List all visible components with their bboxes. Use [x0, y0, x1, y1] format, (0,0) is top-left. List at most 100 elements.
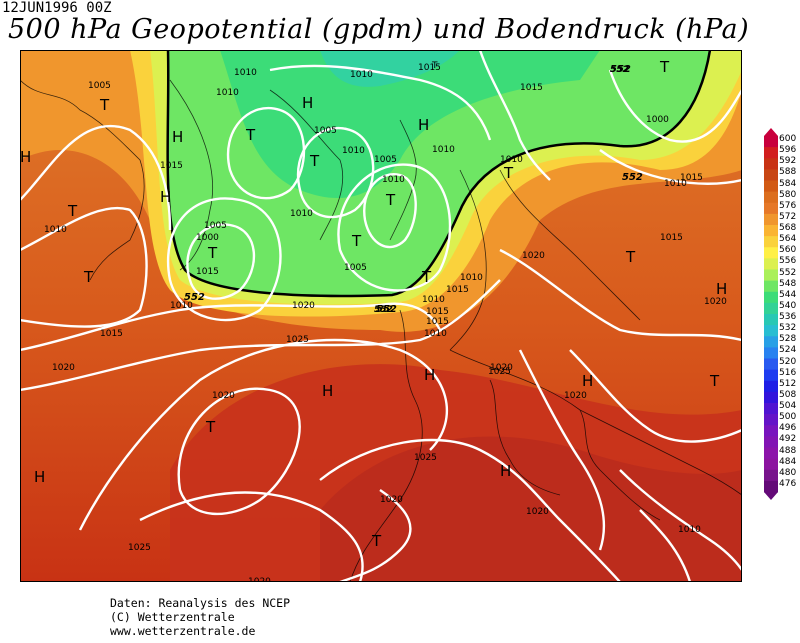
scale-label: 524: [779, 345, 797, 356]
color-scale-labels: 600 596 592 588 584 580 576 572 568 564 560 556 552 5…: [779, 128, 800, 500]
isobar-label: 1025: [286, 335, 309, 345]
scale-swatch: [764, 425, 778, 437]
pressure-center-low: T: [99, 96, 110, 114]
scale-label: 480: [779, 467, 797, 478]
scale-swatch: [764, 380, 778, 393]
scale-label: 520: [779, 356, 797, 367]
isobar-label: 1000: [646, 115, 669, 125]
scale-swatch: [764, 414, 778, 426]
isobar-label: 1015: [100, 329, 123, 339]
scale-label: 600: [779, 134, 797, 144]
scale-label: 484: [779, 456, 797, 467]
scale-label: 560: [779, 245, 797, 256]
isobar-label: 1015: [418, 63, 441, 73]
scale-label: 508: [779, 389, 797, 400]
scale-swatch: [764, 336, 778, 348]
isobar-label: 1000: [196, 233, 219, 243]
scale-label: 476: [779, 478, 797, 489]
scale-label: 564: [779, 234, 797, 245]
scale-label: 504: [779, 401, 797, 411]
isobar-label: 1020: [248, 577, 271, 582]
isobar-label: 1025: [488, 367, 511, 377]
isobar-label: 1020: [52, 363, 75, 373]
contour-label: 552: [374, 305, 393, 315]
field-544: [220, 50, 600, 199]
map-title: 500 hPa Geopotential (gpdm) und Bodendru…: [8, 14, 750, 45]
pressure-center-high: H: [34, 468, 45, 486]
isobar-label: 1010: [460, 273, 483, 283]
scale-label: 516: [779, 367, 797, 378]
pressure-center-low: T: [83, 268, 94, 286]
isobar-label: 1020: [212, 391, 235, 401]
pressure-center-high: H: [418, 116, 429, 134]
scale-label: 500: [779, 412, 797, 423]
scale-label: 540: [779, 300, 797, 311]
scale-label: 556: [779, 256, 797, 267]
scale-label: 572: [779, 211, 797, 222]
weather-map: T H T T T H T T T T H T T H H T H T H H …: [20, 50, 742, 582]
isobar-label: 1010: [500, 155, 523, 165]
isobar-label: 1010: [170, 301, 193, 311]
isobar-label: 1020: [522, 251, 545, 261]
contour-label: 552: [610, 65, 629, 75]
scale-swatch: [764, 325, 778, 337]
scale-label: 488: [779, 445, 797, 456]
scale-swatch: [764, 136, 778, 148]
pressure-center-low: T: [371, 532, 382, 550]
pressure-center-low: T: [709, 372, 720, 390]
scale-swatch: [764, 469, 778, 482]
contour-label: 552: [376, 304, 397, 315]
isobar-label: 1015: [680, 173, 703, 183]
scale-label: 544: [779, 289, 797, 300]
pressure-center-high: H: [172, 128, 183, 146]
isobar-label: 1015: [660, 233, 683, 243]
scale-label: 576: [779, 200, 797, 211]
pressure-center-high: H: [322, 382, 333, 400]
scale-arrow-top: [764, 128, 778, 136]
credits-line-url[interactable]: www.wetterzentrale.de: [110, 624, 256, 638]
isobar-label: 1020: [564, 391, 587, 401]
scale-swatch: [764, 458, 778, 471]
isobar-label: 1010: [678, 525, 701, 535]
date-label: 12JUN1996 00Z: [2, 0, 112, 16]
color-scale: [764, 128, 778, 500]
scale-label: 552: [779, 267, 797, 278]
isobar-label: 1005: [88, 81, 111, 91]
isobar-label: 1025: [128, 543, 151, 553]
pressure-center-high: H: [500, 462, 511, 480]
pressure-center-low: T: [351, 232, 362, 250]
isobar-label: 1010: [44, 225, 67, 235]
isobar-label: 1020: [704, 297, 727, 307]
scale-swatch: [764, 247, 778, 259]
isobar-label: 1010: [350, 70, 373, 80]
isobar-label: 1020: [526, 507, 549, 517]
scale-swatch: [764, 191, 778, 204]
pressure-center-high: H: [302, 94, 313, 112]
scale-swatch: [764, 225, 778, 237]
pressure-center-low: T: [67, 202, 78, 220]
scale-label: 492: [779, 434, 797, 445]
scale-swatch: [764, 347, 778, 359]
isobar-label: 1005: [314, 126, 337, 136]
isobar-label: 1010: [664, 179, 687, 189]
isobar-label: 1025: [414, 453, 437, 463]
scale-swatch: [764, 158, 778, 170]
scale-swatch: [764, 169, 778, 181]
isobar-label: 1020: [292, 301, 315, 311]
scale-label: 548: [779, 278, 797, 289]
isobar-label: 1005: [344, 263, 367, 273]
isobar-label: 1010: [342, 146, 365, 156]
scale-swatch: [764, 447, 778, 460]
isobar-label: 1010: [424, 329, 447, 339]
pressure-center-high: H: [582, 372, 593, 390]
isobar-label: 1005: [374, 155, 397, 165]
pressure-center-low: T: [385, 191, 396, 209]
isobar-label: 1015: [426, 317, 449, 327]
scale-swatch: [764, 391, 778, 404]
isobar-label: 1015: [520, 83, 543, 93]
pressure-center-low: T: [207, 244, 218, 262]
scale-swatch: [764, 280, 778, 293]
isobar-label: 1005: [204, 221, 227, 231]
scale-swatch: [764, 403, 778, 415]
contour-label: 552: [622, 172, 643, 183]
